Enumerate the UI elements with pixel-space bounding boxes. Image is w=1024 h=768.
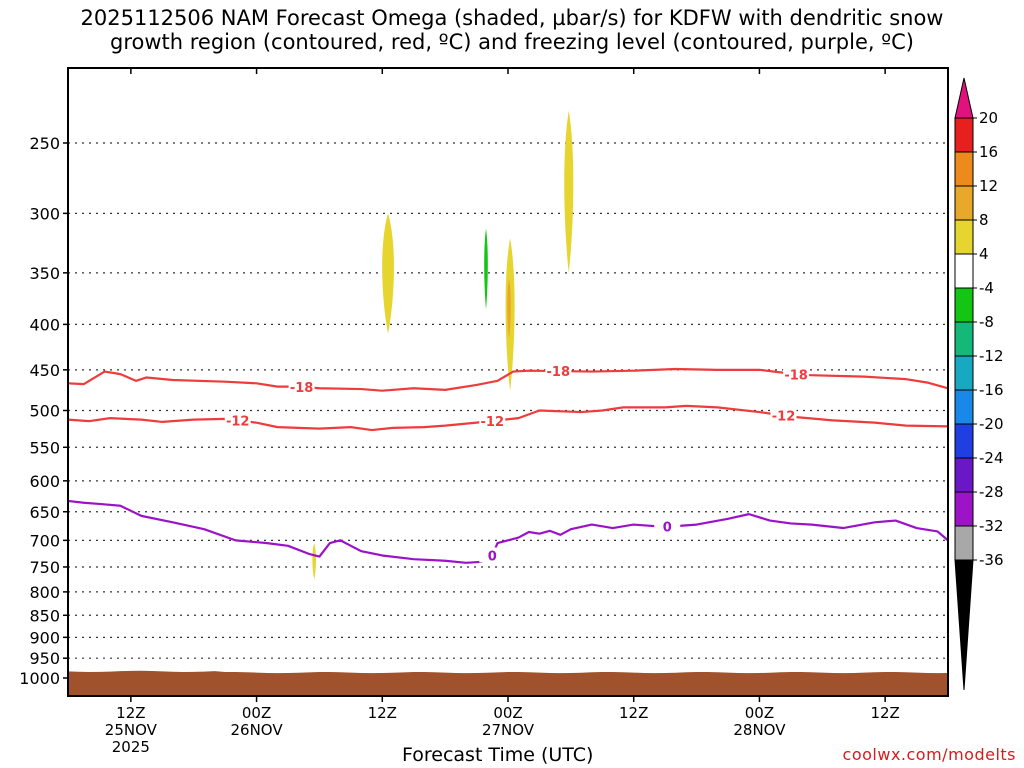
- colorbar-swatch-2: [954, 185, 974, 221]
- y-tick-label-750: 750: [29, 558, 60, 577]
- x-tick-label-6-1: 25NOV: [105, 721, 158, 739]
- colorbar-swatch-3: [954, 219, 974, 255]
- y-tick-label-600: 600: [29, 472, 60, 491]
- contour-label-bg: [479, 412, 506, 428]
- colorbar-label-5: -4: [979, 279, 994, 297]
- colorbar-bottom-arrow: [954, 559, 974, 691]
- colorbar-label-7: -12: [979, 347, 1004, 365]
- colorbar-swatch-9: [954, 423, 974, 459]
- chart-title: 2025112506 NAM Forecast Omega (shaded, µ…: [0, 6, 1024, 54]
- colorbar-label-3: 8: [979, 211, 989, 229]
- x-tick-label-18-0: 00Z: [242, 704, 271, 722]
- x-tick-label-54-0: 12Z: [619, 704, 648, 722]
- colorbar-label-1: 16: [979, 143, 998, 161]
- y-tick-label-350: 350: [29, 264, 60, 283]
- contour-label-bg: [770, 407, 797, 423]
- colorbar-swatch-8: [954, 389, 974, 425]
- x-tick-label-42-0: 00Z: [493, 704, 522, 722]
- x-axis-label: Forecast Time (UTC): [402, 744, 594, 766]
- title-line-2: growth region (contoured, red, ºC) and f…: [110, 30, 914, 54]
- omega-shade-yellow-small-23z: [312, 543, 317, 580]
- x-tick-label-78-0: 12Z: [870, 704, 899, 722]
- colorbar-label-9: -20: [979, 415, 1004, 433]
- colorbar-label-6: -8: [979, 313, 994, 331]
- colorbar-swatch-7: [954, 355, 974, 391]
- plot-area: [68, 68, 948, 696]
- colorbar-label-4: 4: [979, 245, 989, 263]
- credit-text[interactable]: coolwx.com/modelts: [842, 745, 1016, 764]
- colorbar-swatch-5: [954, 287, 974, 323]
- contour-label-zero-C-freezing-level-0: 0: [488, 549, 497, 564]
- x-tick-label-66-0: 00Z: [745, 704, 774, 722]
- contour-minus-18C: [67, 367, 949, 392]
- contour-label-bg: [224, 412, 251, 428]
- colorbar-label-13: -36: [979, 551, 1004, 569]
- y-tick-label-400: 400: [29, 315, 60, 334]
- y-tick-label-550: 550: [29, 438, 60, 457]
- y-tick-label-500: 500: [29, 402, 60, 421]
- y-tick-label-800: 800: [29, 583, 60, 602]
- x-tick-label-6-2: 2025: [112, 738, 150, 756]
- contour-label-bg: [479, 547, 506, 563]
- y-tick-label-450: 450: [29, 361, 60, 380]
- y-tick-label-700: 700: [29, 531, 60, 550]
- title-line-1: 2025112506 NAM Forecast Omega (shaded, µ…: [80, 6, 944, 30]
- omega-shade-yellow-plume-30z: [382, 213, 394, 334]
- colorbar-label-8: -16: [979, 381, 1004, 399]
- colorbar-swatch-1: [954, 151, 974, 187]
- contour-label-bg: [783, 366, 810, 382]
- colorbar-top-arrow: [954, 77, 974, 119]
- colorbar-label-10: -24: [979, 449, 1004, 467]
- contour-minus-12C: [67, 404, 949, 432]
- contour-label-bg: [288, 378, 315, 394]
- colorbar-label-12: -32: [979, 517, 1004, 535]
- omega-shade-green-plume-40z: [484, 228, 488, 310]
- omega-shade-orange-core-42z: [507, 278, 511, 339]
- colorbar-swatch-4: [954, 253, 974, 289]
- y-tick-label-650: 650: [29, 503, 60, 522]
- colorbar-label-0: 20: [979, 109, 998, 127]
- y-tick-label-250: 250: [29, 134, 60, 153]
- contour-label-bg: [654, 518, 681, 534]
- omega-shade-yellow-plume-48z: [564, 110, 574, 273]
- y-tick-label-1000: 1000: [19, 669, 60, 688]
- colorbar-swatch-12: [954, 525, 974, 561]
- y-tick-label-950: 950: [29, 649, 60, 668]
- y-tick-label-300: 300: [29, 204, 60, 223]
- contour-label-minus-18C-0: -18: [290, 381, 314, 396]
- colorbar-swatch-6: [954, 321, 974, 357]
- y-tick-label-850: 850: [29, 606, 60, 625]
- x-tick-label-18-1: 26NOV: [231, 721, 284, 739]
- colorbar-swatch-10: [954, 457, 974, 493]
- x-tick-label-6-0: 12Z: [116, 704, 145, 722]
- x-tick-label-66-1: 28NOV: [733, 721, 786, 739]
- surface-ground: [68, 670, 948, 696]
- contour-label-minus-12C-1: -12: [481, 415, 505, 430]
- contour-label-minus-18C-1: -18: [547, 365, 571, 380]
- colorbar-swatch-11: [954, 491, 974, 527]
- y-tick-label-900: 900: [29, 628, 60, 647]
- contour-zero-C-freezing-level: [67, 499, 949, 564]
- contour-label-minus-12C-0: -12: [226, 414, 250, 429]
- colorbar-label-11: -28: [979, 483, 1004, 501]
- colorbar-swatch-0: [954, 117, 974, 153]
- contour-label-minus-18C-2: -18: [784, 368, 808, 383]
- colorbar-label-2: 12: [979, 177, 998, 195]
- contour-label-bg: [545, 363, 572, 379]
- contour-label-zero-C-freezing-level-1: 0: [663, 521, 672, 536]
- x-tick-label-30-0: 12Z: [368, 704, 397, 722]
- contour-label-minus-12C-2: -12: [772, 410, 796, 425]
- x-tick-label-42-1: 27NOV: [482, 721, 535, 739]
